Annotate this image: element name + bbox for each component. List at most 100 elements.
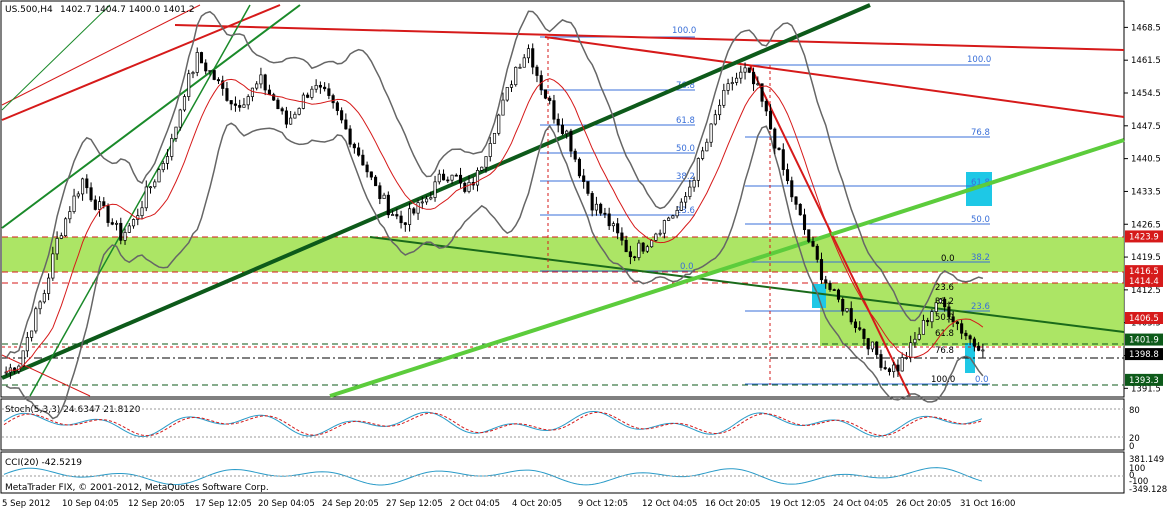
candle — [416, 199, 420, 220]
x-tick-label: 16 Oct 20:05 — [705, 499, 760, 509]
candle — [586, 181, 590, 196]
candle — [535, 64, 539, 83]
candle — [114, 220, 119, 231]
stoch-pane-frame — [0, 398, 1125, 451]
svg-text:100.0: 100.0 — [967, 55, 991, 65]
candle — [391, 210, 395, 216]
candle — [599, 202, 603, 216]
candle — [501, 92, 505, 116]
candle — [365, 161, 369, 178]
candle — [484, 156, 488, 173]
candle — [306, 92, 310, 99]
svg-text:50.0: 50.0 — [971, 215, 990, 225]
candle — [310, 86, 314, 100]
candle — [55, 231, 59, 260]
candle — [267, 84, 271, 95]
price-tag: 1406.5 — [1125, 312, 1163, 324]
candle — [556, 113, 560, 133]
candle — [208, 70, 212, 76]
y-tick-label: 1440.5 — [1131, 155, 1161, 165]
svg-text:0.0: 0.0 — [941, 254, 955, 264]
candle — [964, 330, 968, 341]
bollinger-bands — [5, 10, 984, 420]
candle — [900, 352, 904, 372]
candle — [81, 177, 85, 201]
lower-band — [5, 122, 984, 420]
candle — [369, 171, 373, 181]
x-tick-label: 24 Sep 20:05 — [322, 499, 379, 509]
candle — [667, 216, 671, 222]
candle — [450, 174, 454, 185]
y-tick-label: 1433.5 — [1131, 187, 1161, 197]
candle — [467, 175, 471, 194]
candle — [730, 76, 734, 91]
x-tick-label: 27 Sep 12:05 — [386, 499, 443, 509]
candle — [565, 129, 569, 139]
candle — [38, 300, 42, 315]
candle — [836, 288, 841, 303]
candle — [204, 59, 208, 75]
candle — [289, 110, 293, 125]
candle — [509, 80, 514, 92]
fib-lines-left — [540, 36, 695, 272]
candle — [148, 186, 153, 194]
candle — [981, 344, 985, 358]
candle — [30, 330, 34, 342]
candle — [662, 219, 666, 239]
candle — [522, 54, 526, 68]
moving-average — [5, 78, 984, 373]
candle — [590, 191, 594, 217]
candle — [403, 222, 407, 232]
candle — [98, 196, 102, 217]
candle — [488, 136, 492, 162]
candle — [675, 205, 679, 219]
candle — [764, 99, 768, 117]
candle — [866, 337, 870, 356]
fib-labels-right: 100.0 76.8 61.8 50.0 38.2 23.6 0.0 — [967, 55, 991, 385]
x-tick-label: 10 Sep 04:05 — [62, 499, 119, 509]
stoch-main-line — [3, 410, 983, 438]
candle — [722, 83, 726, 108]
candle — [858, 321, 862, 331]
candle — [943, 296, 947, 312]
ma-line — [5, 78, 984, 373]
candle — [191, 70, 195, 79]
candle — [552, 94, 556, 124]
fib-labels-left: 100.0 76.8 61.8 50.0 38.2 23.6 0.0 — [672, 26, 696, 272]
cci-level-min: -349.128 — [1129, 485, 1167, 495]
candle — [896, 359, 900, 377]
svg-text:0.0: 0.0 — [680, 262, 694, 272]
candle — [819, 252, 824, 284]
candle — [947, 301, 951, 323]
price-tag: 1414.4 — [1125, 274, 1163, 287]
svg-text:0.0: 0.0 — [975, 375, 989, 385]
candle — [119, 217, 123, 245]
svg-text:61.8: 61.8 — [935, 329, 954, 339]
candle — [875, 341, 879, 359]
candle — [841, 297, 845, 316]
candle — [314, 79, 318, 93]
svg-text:1393.3: 1393.3 — [1129, 376, 1159, 386]
cci-level-minus100: -100 — [1129, 477, 1148, 487]
candle — [136, 208, 140, 226]
candle — [951, 311, 955, 328]
candle — [573, 148, 577, 163]
candle — [238, 99, 242, 112]
candle — [582, 168, 586, 189]
candle — [454, 173, 458, 177]
candle — [76, 191, 80, 199]
candle — [441, 169, 446, 181]
stoch-level-20: 20 — [1129, 434, 1140, 444]
candle — [395, 208, 399, 220]
cci-line-path — [3, 467, 983, 486]
x-tick-label: 9 Oct 12:05 — [578, 499, 628, 509]
svg-text:1414.4: 1414.4 — [1129, 277, 1159, 287]
candle — [692, 176, 696, 192]
price-tag: 1401.9 — [1125, 333, 1163, 346]
candle — [221, 75, 225, 96]
stoch-lines — [3, 410, 983, 438]
candle — [747, 67, 751, 74]
candle — [777, 147, 781, 151]
svg-text:23.6: 23.6 — [971, 302, 990, 312]
